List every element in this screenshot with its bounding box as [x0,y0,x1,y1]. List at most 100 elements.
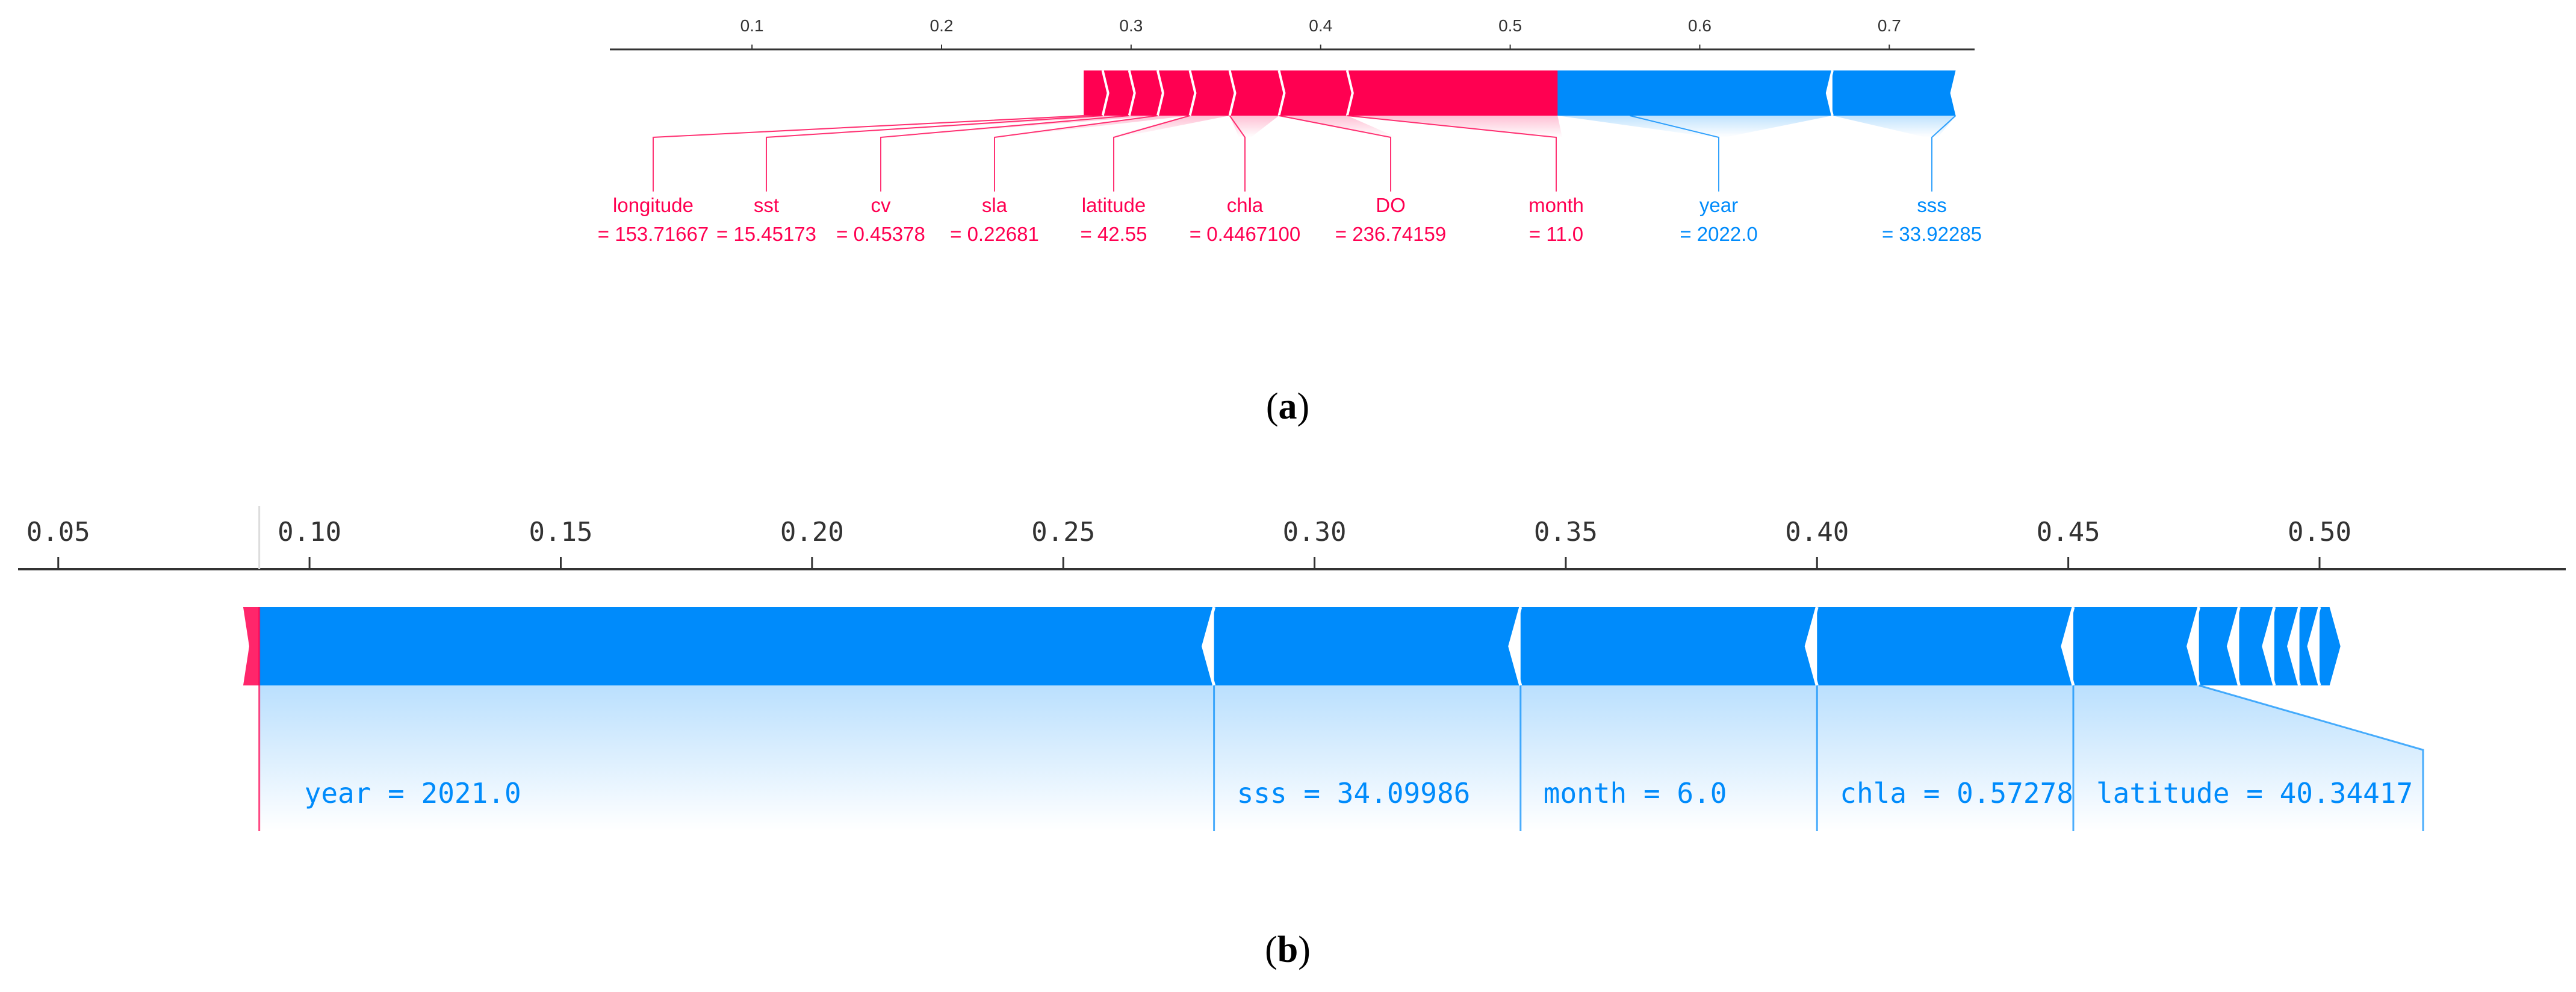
feature-label: sss = 34.09986 [1237,777,1471,810]
feature-value: = 2022.0 [1680,223,1757,245]
force-bar-separator [2287,607,2301,686]
force-bar-separator [1345,70,1354,116]
feature-connector [1630,115,1719,192]
force-plot-a-bars [1084,70,1956,116]
force-bar-negative [1214,607,1521,685]
feature-value: = 0.22681 [950,223,1039,245]
force-bar-separator [1804,607,1819,686]
feature-connector [994,115,1158,192]
force-bar-separator [2061,607,2075,686]
feature-value: = 153.71667 [598,223,709,245]
axis-tick-label: 0.20 [780,517,844,547]
force-bar-positive [1347,70,1563,116]
axis-tick-label: 0.7 [1878,16,1901,35]
force-plot-b-bars [243,607,2341,686]
force-bar-positive [1129,70,1163,116]
force-bar-separator [1228,70,1237,116]
force-bar-separator [1128,70,1136,116]
feature-name: longitude [613,194,694,216]
feature-shade [1214,685,1521,831]
force-bar-separator [1508,607,1522,686]
axis-tick-label: 0.10 [278,517,341,547]
force-bar-positive [1279,70,1353,116]
force-plot-a: 0.1 0.2 0.3 0.4 0.5 0.6 0.7 longitude = 153.716… [598,16,1982,245]
feature-value: = 11.0 [1529,223,1583,245]
feature-value: = 0.45378 [836,223,925,245]
force-bar-negative [1817,607,2073,685]
axis-tick-label: 0.1 [740,16,764,35]
feature-shade [2073,685,2423,831]
axis-tick-label: 0.2 [930,16,954,35]
feature-value: = 33.92285 [1882,223,1982,245]
feature-shade [1557,116,1833,137]
feature-shade [1520,685,1817,831]
axis-tick-label: 0.30 [1283,517,1347,547]
feature-connector [2199,684,2424,831]
axis-tick-label: 0.15 [529,517,593,547]
feature-connector [1931,115,1957,192]
force-bar-separator [1825,70,1834,116]
axis-tick-label: 0.5 [1498,16,1522,35]
force-plot-b-labels: year = 2021.0 sss = 34.09986 month = 6.0 ch… [258,607,2424,831]
force-bar-separator [1101,70,1110,116]
feature-shade [1108,116,1230,137]
feature-name: cv [871,194,892,216]
feature-shade [1832,116,1956,137]
feature-connector [653,115,1084,192]
caption-a: (a) [1266,386,1309,427]
caption-a-letter: a [1279,386,1297,427]
force-bar-negative [1557,70,1833,116]
force-bar-separator [2186,607,2201,686]
caption-b: (b) [1265,929,1311,970]
force-bar-positive [1157,70,1196,116]
force-bar-positive [1084,70,1108,116]
feature-value: = 42.55 [1080,223,1147,245]
axis-tick-label: 0.50 [2288,517,2351,547]
force-bar-separator [1202,607,1216,686]
axis-tick-label: 0.05 [26,517,90,547]
feature-name: month [1529,194,1584,216]
force-bar-separator [1188,70,1197,116]
force-bar-negative [2319,607,2341,685]
axis-tick-label: 0.40 [1785,517,1849,547]
force-plot-a-labels: longitude = 153.71667 sst = 15.45173 cv = 0.4… [598,115,1982,245]
force-bar-positive [243,607,259,685]
feature-name: year [1699,194,1738,216]
axis-tick-label: 0.45 [2037,517,2100,547]
axis-tick-label: 0.4 [1309,16,1332,35]
feature-connector [880,115,1129,192]
force-bar-negative [2073,607,2199,685]
feature-shade [259,685,1214,831]
force-bar-positive [1102,70,1135,116]
feature-connector [1347,115,1557,192]
force-plot-a-shades [647,116,1956,137]
axis-tick-label: 0.6 [1688,16,1712,35]
feature-shade [1817,685,2073,831]
force-bar-separator [2262,607,2276,686]
force-bar-separator [1277,70,1286,116]
force-bar-positive [1229,70,1285,116]
axis-tick-label: 0.3 [1119,16,1143,35]
force-bar-negative [2299,607,2320,685]
force-bar-positive [1190,70,1235,116]
feature-connector [1113,115,1190,192]
force-bar-negative [1520,607,1817,685]
feature-connector [766,115,1103,192]
feature-name: sst [754,194,779,216]
feature-value: = 15.45173 [716,223,816,245]
feature-connector [1279,115,1391,192]
feature-name: DO [1376,194,1406,216]
feature-label: chla = 0.57278 [1840,777,2073,810]
force-bar-separator [2226,607,2241,686]
force-bar-negative [2199,607,2239,685]
force-bar-negative [1832,70,1956,116]
caption-b-letter: b [1277,929,1298,970]
force-bar-negative [2239,607,2274,685]
feature-connector [1229,115,1246,192]
feature-name: sss [1917,194,1947,216]
force-plot-b: 0.05 0.10 0.15 0.20 0.25 0.30 0.35 0.40 0.45 0.50… [18,506,2566,831]
feature-value: = 236.74159 [1335,223,1446,245]
force-bar-negative [259,607,1214,685]
feature-value: = 0.4467100 [1190,223,1300,245]
